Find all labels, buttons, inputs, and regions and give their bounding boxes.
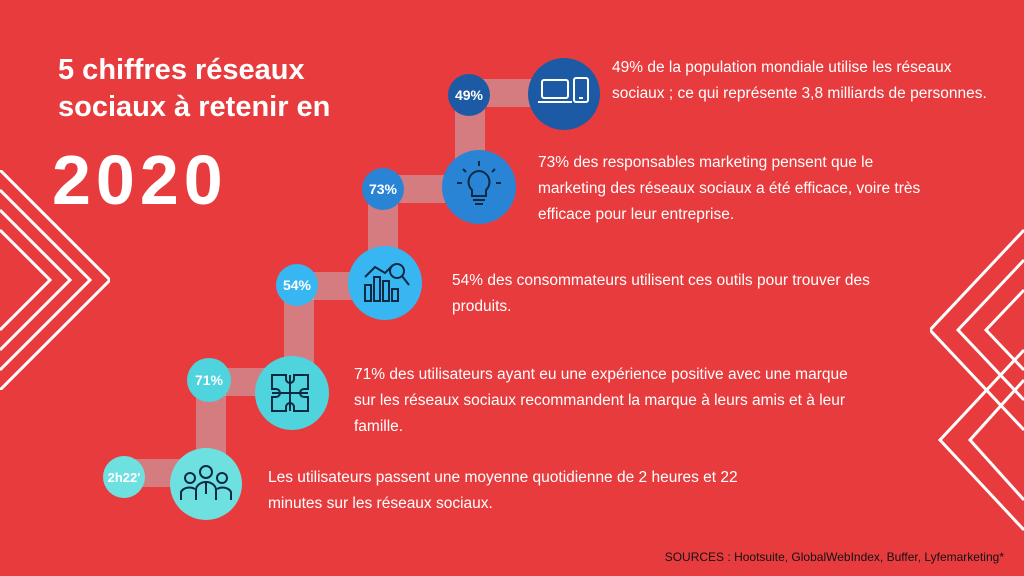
chart-circle [348, 246, 422, 320]
people-circle [170, 448, 242, 520]
people-icon [180, 465, 232, 500]
stat-text: 54% des consommateurs utilisent ces outi… [452, 272, 870, 315]
stat-text: 71% des utilisateurs ayant eu une expéri… [354, 366, 848, 435]
stat-value-badge: 71% [187, 358, 231, 402]
puzzle-circle [255, 356, 329, 430]
lightbulb-circle [442, 150, 516, 224]
stat-value-badge: 49% [448, 74, 490, 116]
stat-text: Les utilisateurs passent une moyenne quo… [268, 469, 738, 512]
infographic-title: 5 chiffres réseaux sociaux à retenir en [58, 54, 331, 123]
stat-text: 73% des responsables marketing pensent q… [538, 154, 921, 223]
bar-chart-magnifier-icon [364, 263, 410, 302]
puzzle-icon [271, 374, 309, 412]
decorative-lines-left [0, 170, 110, 390]
sources-footer: SOURCES : Hootsuite, GlobalWebIndex, Buf… [664, 550, 1004, 564]
devices-circle [528, 58, 600, 130]
devices-icon [538, 77, 589, 103]
stat-text: 49% de la population mondiale utilise le… [612, 59, 987, 102]
stat-value-badge: 54% [276, 264, 318, 306]
lightbulb-icon [457, 161, 501, 205]
decorative-lines-right [930, 228, 1024, 532]
year-heading: 2020 [52, 141, 228, 219]
stat-value-badge: 2h22' [103, 456, 145, 498]
stat-value-badge: 73% [362, 168, 404, 210]
